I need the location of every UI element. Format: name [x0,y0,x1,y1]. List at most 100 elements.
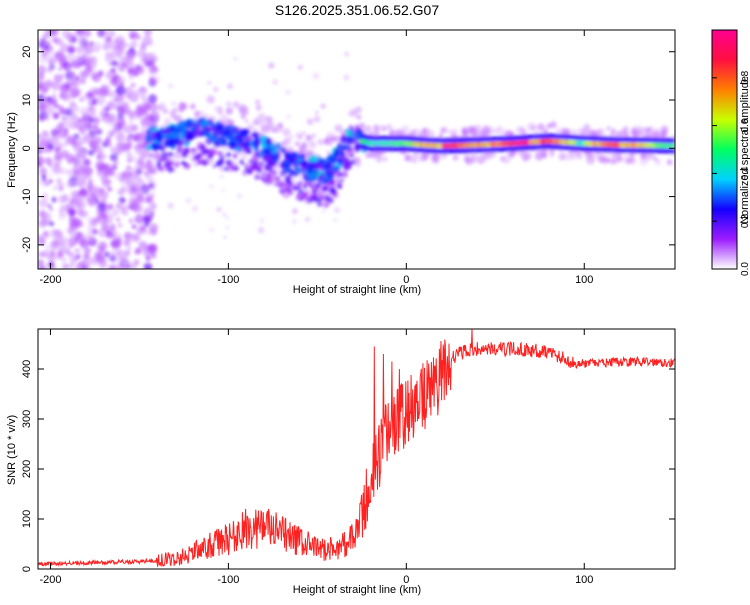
spectrogram-cell [259,112,264,118]
spectrogram-cell [128,74,134,81]
spectrogram-cell [126,165,132,171]
spectrogram-cell [158,166,164,172]
spectrogram-cell [282,128,291,137]
colorbar-tick-label: 0.0 [740,262,750,276]
spectrogram-cell [286,114,291,119]
spectrogram-cell [53,52,59,57]
spectrogram-cell [48,162,53,168]
snr-y-tick-label: 300 [21,410,33,428]
spectrogram-cell [44,105,55,115]
spectrogram-cell [225,101,232,107]
spectrogram-cell [117,117,122,122]
spectrogram-cell [306,118,314,125]
spectrogram-cell [55,146,62,153]
spectrogram-cell [301,141,308,148]
snr-y-axis: 0 100 200 300 400 [21,360,675,572]
chart-title: S126.2025.351.06.52.G07 [275,2,439,18]
spectrogram-cell [107,142,112,147]
spectrogram-cell [84,247,92,255]
spectrogram-cell [322,185,328,191]
spectrogram-cell [139,86,145,92]
spectrogram-cell [114,261,119,266]
spectrogram-cell [101,141,109,148]
spectrogram-cell [297,64,303,70]
spectrogram-cell [99,190,109,200]
spectrogram-cell [41,251,47,258]
spectrogram-cell [110,67,116,73]
spectrogram-cell [49,136,57,145]
spectrogram-cell [330,188,337,196]
spectrogram-frame [37,29,676,270]
spectrogram-cell [94,251,102,260]
spectrogram-cell [109,153,118,162]
spectrogram-cell [209,184,214,189]
spectrogram-cell [247,123,254,130]
snr-x-tick-label: 0 [403,574,409,586]
spectrogram-cell [386,124,393,130]
spectrogram-cell [79,77,87,85]
spectrogram-cell [96,202,107,212]
spectrogram-cell [254,159,259,164]
spectrogram-cell [311,133,316,138]
spectrogram-cell [38,41,41,47]
spectrogram-cell [145,164,152,171]
spectrogram-x-tick-label: -200 [39,274,61,286]
spectrogram-cell [369,131,374,136]
spectrogram-cell [86,97,93,104]
spectrogram-cell [76,30,85,36]
spectrogram-cell [326,139,334,147]
spectrogram-cell [140,149,145,154]
spectrogram-cell [60,150,70,159]
spectrogram-cell [70,199,75,204]
spectrogram-cell [130,82,136,88]
spectrogram-cell [342,173,348,179]
spectrogram-cell [285,163,291,169]
spectrogram-cell [174,123,179,129]
spectrogram-cell [69,265,74,269]
spectrogram-plot-area [38,30,675,269]
spectrogram-cell [95,128,103,135]
spectrogram-cell [206,132,212,139]
spectrogram-cell [96,209,100,214]
spectrogram-cell [129,30,139,41]
spectrogram-cell [38,133,41,139]
spectrogram-cell [120,106,129,115]
spectrogram-cell [158,156,165,162]
spectrogram-cell [285,153,290,159]
spectrogram-cell [225,225,229,230]
spectrogram-cell [225,142,230,147]
spectrogram-cell [44,79,53,88]
spectrogram-cell [217,129,224,135]
spectrogram-cell [126,245,132,251]
spectrogram-cell [42,149,47,154]
spectrogram-cell [315,170,319,174]
spectrogram-cell [611,152,618,160]
spectrogram-cell [648,126,653,131]
spectrogram-cell [42,112,48,119]
spectrogram-cell [117,202,124,208]
spectrogram-cell [48,173,52,178]
spectrogram-cell [271,175,277,181]
spectrogram-cell [79,261,86,268]
spectrogram-cell [185,139,190,144]
spectrogram-cell [126,134,131,140]
spectrogram-cell [229,140,235,146]
spectrogram-cell [116,217,121,222]
spectrogram-cell [212,164,216,168]
spectrogram-cell [84,172,92,180]
spectrogram-cell [68,42,73,48]
spectrogram-cell [484,127,493,136]
spectrogram-cell [244,163,249,168]
spectrogram-cell [104,115,114,126]
spectrogram-cell [262,116,271,126]
spectrogram-cell [191,147,196,152]
spectrogram-cell [421,128,427,134]
spectrogram-cell [252,127,258,133]
spectrogram-cell [69,155,76,162]
spectrogram-cell [396,128,404,137]
spectrogram-cell [495,126,504,135]
spectrogram-cell [79,239,89,249]
spectrogram-cell [284,176,291,183]
spectrogram-cell [45,213,53,220]
